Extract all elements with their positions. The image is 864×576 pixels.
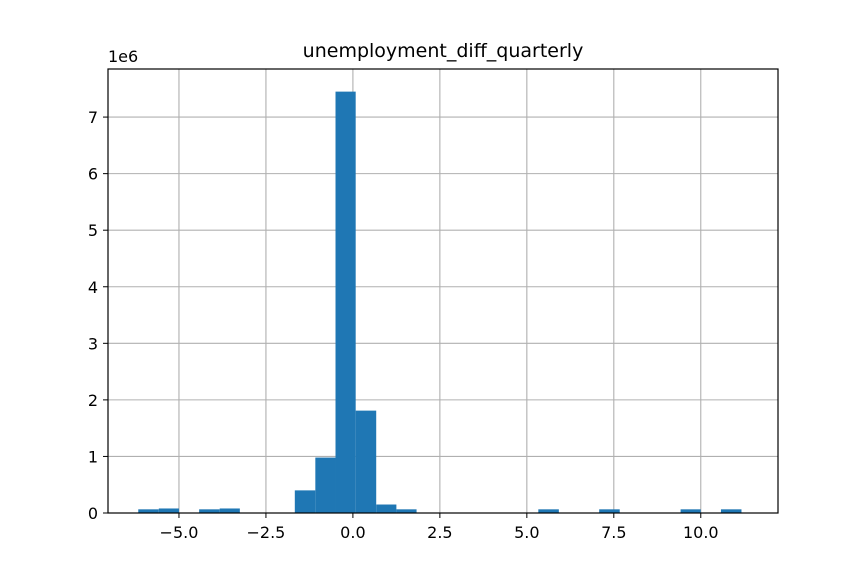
y-tick-label: 2 [88, 391, 98, 410]
x-tick-label: 2.5 [427, 523, 452, 542]
histogram-bar [538, 509, 559, 513]
x-tick-label: −2.5 [247, 523, 286, 542]
y-offset-label: 1e6 [108, 47, 138, 66]
y-tick-label: 1 [88, 447, 98, 466]
y-tick-label: 5 [88, 221, 98, 240]
histogram-bar [335, 91, 356, 513]
histogram-bar [396, 509, 417, 513]
histogram-bar [138, 509, 159, 513]
grid-lines [108, 69, 778, 514]
y-tick-label: 4 [88, 278, 98, 297]
histogram-bar [599, 509, 620, 513]
histogram-bars [138, 91, 742, 513]
y-tick-label: 0 [88, 504, 98, 523]
x-tick-label: 5.0 [514, 523, 539, 542]
histogram-bar [376, 504, 397, 513]
chart-title: unemployment_diff_quarterly [303, 40, 584, 62]
x-tick-label: 7.5 [601, 523, 626, 542]
axes: −5.0 −2.5 0.0 2.5 5.0 7.5 10.0 0 1 2 3 4 5 6 7 [88, 68, 779, 542]
histogram-bar [219, 508, 240, 513]
y-tick-label: 3 [88, 334, 98, 353]
histogram-bar [680, 509, 701, 513]
histogram-bar [355, 410, 377, 513]
x-tick-label: 10.0 [683, 523, 719, 542]
histogram-bar [294, 490, 316, 513]
histogram-bar [158, 508, 179, 513]
histogram-bar [720, 509, 742, 513]
x-tick-label: 0.0 [340, 523, 365, 542]
x-tick-label: −5.0 [160, 523, 199, 542]
y-tick-label: 7 [88, 108, 98, 127]
plot-frame [107, 68, 779, 514]
histogram-bar [315, 457, 336, 513]
histogram-bar [199, 509, 220, 513]
y-tick-label: 6 [88, 165, 98, 184]
